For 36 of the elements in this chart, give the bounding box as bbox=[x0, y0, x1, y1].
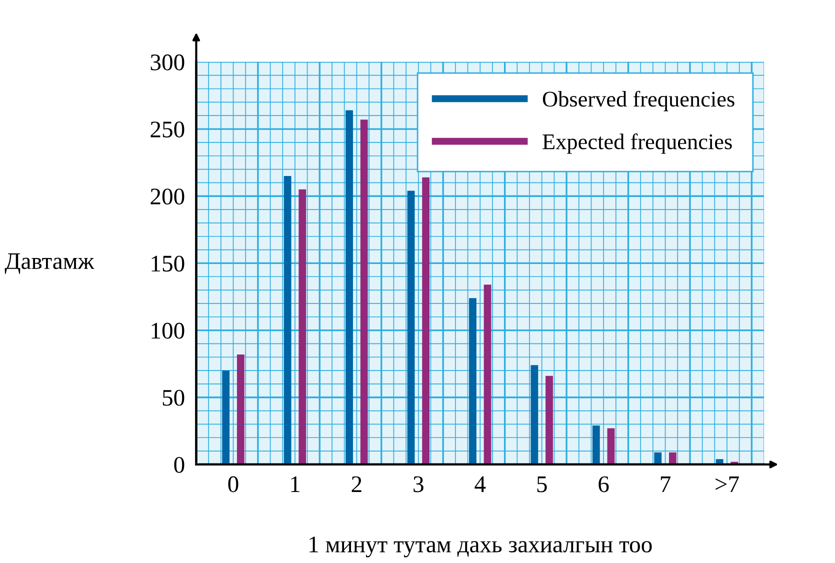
bar bbox=[668, 452, 676, 464]
bar bbox=[654, 452, 662, 464]
x-tick-label: 5 bbox=[537, 476, 547, 492]
bar bbox=[346, 110, 353, 464]
bar bbox=[222, 370, 230, 464]
y-tick-label: 50 bbox=[162, 390, 184, 406]
x-tick-label: 2 bbox=[352, 476, 362, 492]
bar bbox=[407, 190, 415, 464]
y-tick-label: 250 bbox=[150, 122, 184, 138]
x-axis-title: 1 минут тутам дахь захиалгын тоо bbox=[310, 536, 652, 558]
x-tick-label: 6 bbox=[598, 476, 609, 492]
x-tick-label: 1 bbox=[291, 476, 300, 492]
x-tick-label: 3 bbox=[414, 476, 424, 492]
y-tick-label: 100 bbox=[152, 322, 184, 339]
bar bbox=[592, 426, 600, 464]
x-tick-label: 7 bbox=[660, 476, 670, 492]
bar bbox=[469, 298, 476, 464]
bar bbox=[607, 428, 615, 464]
legend-label: Observed frequencies bbox=[542, 90, 734, 112]
y-tick-label: 150 bbox=[152, 256, 184, 272]
bar bbox=[360, 120, 368, 464]
legend-label: Expected frequencies bbox=[542, 133, 732, 154]
bar bbox=[546, 376, 553, 464]
y-tick-label: 200 bbox=[150, 188, 184, 205]
bar bbox=[298, 189, 306, 464]
y-tick-label: 0 bbox=[174, 456, 184, 473]
bar bbox=[530, 365, 538, 464]
bar bbox=[484, 284, 492, 464]
y-tick-label: 300 bbox=[150, 54, 184, 70]
x-tick-label: 0 bbox=[228, 476, 238, 492]
y-axis-title: Давтамж bbox=[4, 253, 94, 274]
bar bbox=[422, 177, 430, 464]
bar bbox=[284, 176, 292, 464]
x-tick-label: 4 bbox=[474, 476, 486, 492]
x-tick-label: >7 bbox=[716, 476, 739, 492]
bar bbox=[236, 354, 244, 464]
